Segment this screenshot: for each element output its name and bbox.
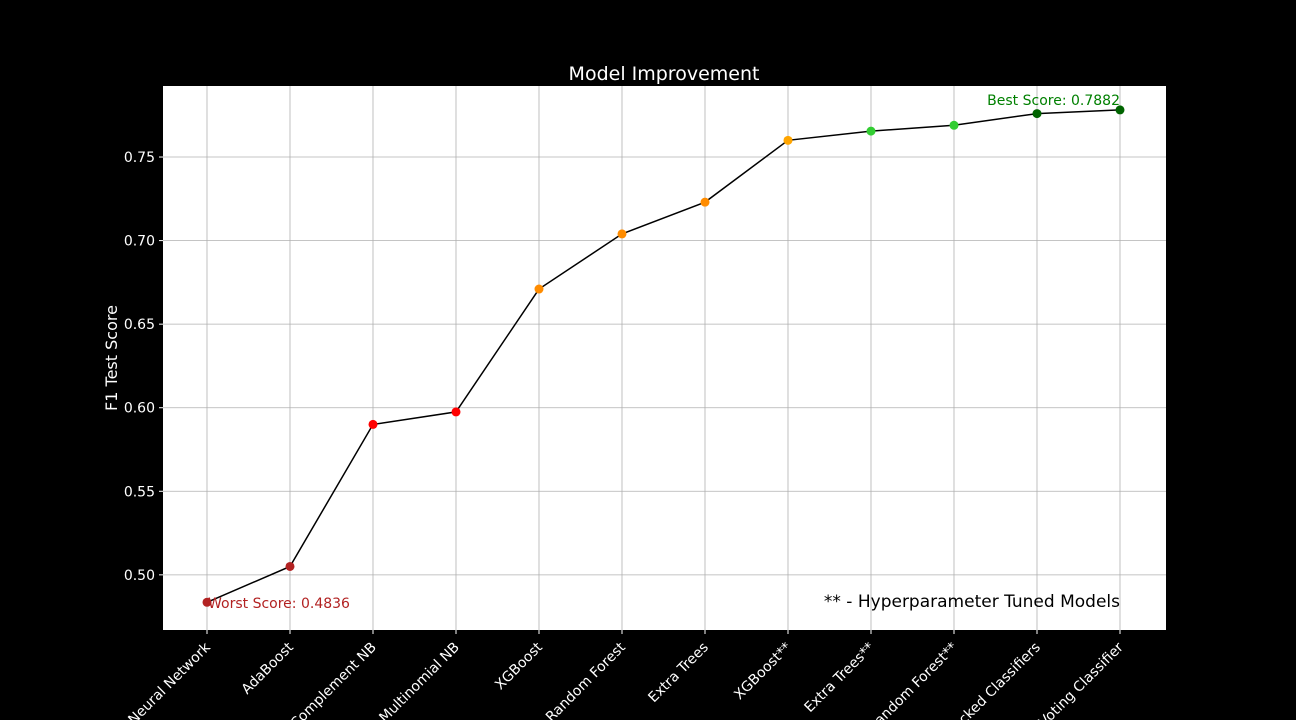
x-tick-label: Random Forest: [543, 639, 629, 720]
x-tick-label: Neural Network: [125, 639, 214, 720]
data-points: [202, 105, 1125, 607]
best-score-annotation: Best Score: 0.7882: [987, 93, 1120, 109]
x-tick-label: XGBoost: [492, 639, 546, 693]
y-tick-label: 0.75: [124, 150, 155, 166]
x-tick-label: XGBoost**: [731, 640, 795, 704]
y-axis-label: F1 Test Score: [102, 305, 121, 411]
plot-area: [163, 86, 1166, 630]
data-point: [368, 419, 378, 429]
worst-score-annotation: Worst Score: 0.4836: [208, 596, 350, 612]
series-line-layer: [206, 109, 1121, 603]
data-point: [700, 197, 710, 207]
series-line: [206, 109, 1121, 603]
data-point: [1032, 109, 1042, 119]
x-tick-label: Extra Trees**: [802, 640, 878, 716]
grid: [163, 86, 1166, 630]
data-point: [451, 407, 461, 417]
y-tick-label: 0.50: [124, 568, 155, 584]
data-point: [1115, 105, 1125, 115]
x-tick-label: Random Forest**: [865, 640, 961, 720]
y-tick-label: 0.60: [124, 401, 155, 417]
data-point: [617, 229, 627, 239]
tuned-models-note: ** - Hyperparameter Tuned Models: [824, 592, 1120, 612]
x-tick-label: Multinomial NB: [376, 640, 462, 720]
data-point: [949, 120, 959, 130]
x-tick-label: Voting Classifier: [1036, 639, 1127, 720]
data-point: [866, 126, 876, 136]
y-tick-label: 0.55: [124, 484, 155, 500]
y-tick-label: 0.70: [124, 234, 155, 250]
x-tick-label: AdaBoost: [239, 639, 298, 698]
x-tick-label: Extra Trees: [645, 640, 711, 706]
chart-title: Model Improvement: [569, 63, 760, 85]
data-point: [534, 284, 544, 294]
y-axis: 0.50 0.55 0.60 0.65 0.70 0.75: [124, 150, 163, 584]
data-point: [202, 597, 212, 607]
x-tick-label: Complement NB: [288, 640, 380, 720]
data-point: [285, 561, 295, 571]
data-point: [783, 135, 793, 145]
y-tick-label: 0.65: [124, 317, 155, 333]
